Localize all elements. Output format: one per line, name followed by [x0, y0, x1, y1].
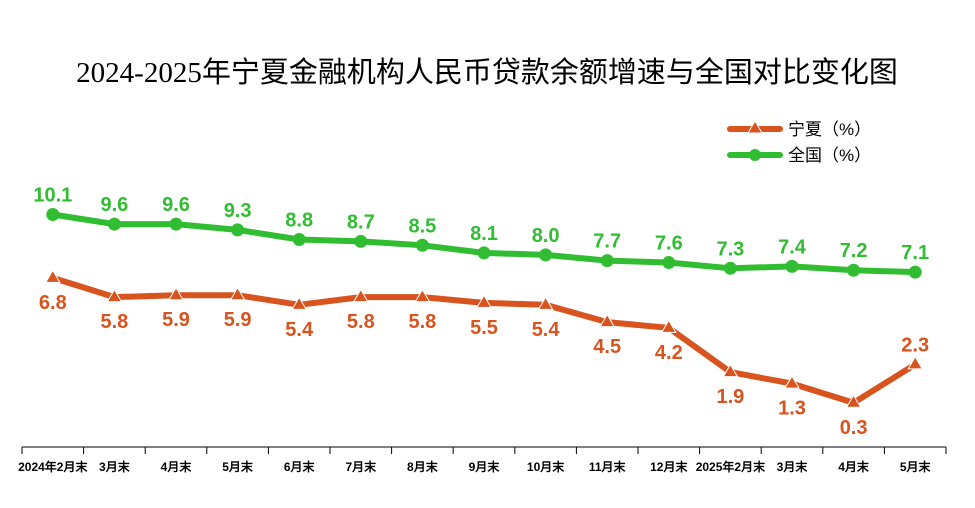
ningxia-data-label: 1.3 [778, 398, 806, 420]
ningxia-data-label: 5.8 [408, 311, 436, 333]
legend-triangle-marker-icon [747, 120, 763, 134]
national-data-label: 7.6 [655, 233, 683, 255]
ningxia-data-label: 1.9 [716, 386, 744, 408]
ningxia-point-marker [599, 313, 616, 328]
legend-national-label: 全国（%） [788, 146, 871, 165]
plot-area: 2024年2月末 3月末 4月末 5月末 6月末 7月末 8月末 9月末 10月末 11月末 12月… [18, 185, 947, 474]
ningxia-data-label: 5.8 [100, 311, 128, 333]
national-data-label: 9.3 [224, 200, 252, 222]
ningxia-point-marker [229, 286, 246, 301]
national-point-marker [908, 265, 922, 279]
x-axis-tick-label: 6月末 [284, 459, 316, 474]
national-point-marker [847, 263, 861, 277]
ningxia-point-marker [106, 288, 123, 303]
x-axis-tick-label: 5月末 [222, 459, 254, 474]
x-axis-tick-label: 4月末 [838, 459, 870, 474]
ningxia-point-marker [352, 288, 369, 303]
ningxia-data-label: 2.3 [901, 334, 929, 356]
ningxia-point-marker [537, 296, 554, 310]
ningxia-point-marker [784, 375, 800, 389]
x-axis-tick-label: 10月末 [527, 459, 565, 474]
x-axis-tick-label: 9月末 [469, 459, 501, 474]
national-point-marker [785, 259, 799, 273]
ningxia-point-marker [907, 355, 924, 370]
ningxia-data-label: 0.3 [840, 417, 868, 439]
legend-ningxia-label: 宁夏（%） [788, 120, 871, 139]
national-point-marker [46, 208, 60, 222]
national-data-label: 9.6 [162, 194, 190, 216]
legend-item-ningxia: 宁夏（%） [727, 120, 871, 139]
ningxia-data-label: 5.5 [470, 317, 498, 339]
national-point-marker [723, 261, 737, 275]
national-point-marker [107, 217, 121, 231]
ningxia-data-label: 5.9 [162, 309, 190, 331]
national-data-label: 7.3 [716, 238, 744, 260]
ningxia-data-label: 5.4 [532, 319, 561, 341]
ningxia-data-label: 6.8 [39, 292, 67, 314]
national-data-label: 9.6 [100, 194, 128, 216]
ningxia-point-marker [44, 269, 61, 283]
ningxia-point-marker [168, 286, 184, 301]
ningxia-data-label: 4.5 [593, 336, 621, 358]
national-point-marker [231, 223, 245, 237]
chart-title: 2024-2025年宁夏金融机构人民币贷款余额增速与全国对比变化图 [76, 56, 898, 89]
legend-item-national: 全国（%） [727, 146, 871, 165]
x-axis-tick-label: 3月末 [99, 459, 131, 474]
ningxia-data-label: 5.8 [347, 311, 375, 333]
x-axis-tick-label: 4月末 [161, 459, 193, 474]
ningxia-point-marker [845, 394, 862, 408]
x-axis-tick-label: 5月末 [900, 459, 932, 474]
ningxia-point-marker [660, 319, 677, 333]
national-point-marker [169, 217, 183, 231]
national-data-label: 7.1 [901, 242, 929, 264]
x-axis-tick-label: 3月末 [777, 459, 809, 474]
ningxia-point-marker [414, 288, 431, 303]
ningxia-data-label: 4.2 [655, 342, 683, 364]
ningxia-data-label: 5.4 [285, 319, 314, 341]
national-point-marker [539, 248, 553, 262]
national-point-marker [415, 238, 429, 252]
national-point-marker [354, 234, 368, 248]
x-axis-tick-label: 12月末 [650, 459, 688, 474]
national-point-marker [477, 246, 491, 260]
national-data-label: 8.0 [532, 225, 560, 247]
national-data-label: 7.4 [778, 236, 807, 258]
x-axis-tick-label: 2024年2月末 [18, 459, 88, 474]
ningxia-point-marker [291, 296, 308, 310]
national-data-label: 7.2 [840, 240, 868, 262]
ningxia-point-marker [476, 294, 492, 308]
x-axis-tick-label: 2025年2月末 [696, 459, 766, 474]
national-point-marker [600, 254, 614, 268]
national-data-label: 8.8 [285, 209, 313, 231]
ningxia-point-marker [722, 363, 739, 378]
x-axis-tick-label: 11月末 [589, 459, 627, 474]
legend: 宁夏（%） 全国（%） [727, 120, 871, 165]
ningxia-data-label: 5.9 [224, 309, 252, 331]
x-axis-tick-label: 7月末 [345, 459, 377, 474]
national-point-marker [662, 256, 676, 270]
legend-circle-marker-icon [749, 149, 761, 161]
national-data-label: 7.7 [593, 231, 621, 253]
national-data-label: 8.7 [347, 211, 375, 233]
national-data-label: 8.5 [408, 215, 436, 237]
national-point-marker [292, 232, 306, 246]
x-axis-tick-label: 8月末 [407, 459, 439, 474]
national-data-label: 8.1 [470, 223, 498, 245]
national-data-label: 10.1 [33, 185, 72, 207]
